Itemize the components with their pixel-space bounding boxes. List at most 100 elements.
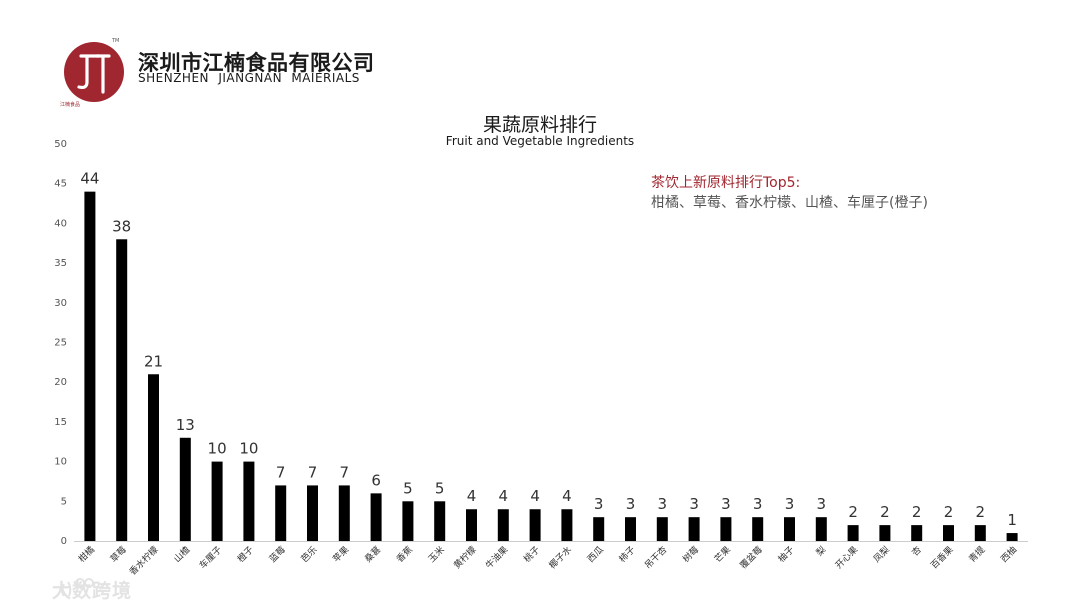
- bar: [466, 509, 477, 541]
- top5-note-heading: 茶饮上新原料排行Top5:: [651, 175, 801, 191]
- data-label: 4: [530, 487, 540, 505]
- x-tick-label: 桃子: [521, 544, 542, 565]
- bar: [275, 485, 287, 541]
- bar: [593, 517, 605, 541]
- x-tick-label: 黄柠檬: [451, 544, 479, 572]
- data-label: 13: [176, 416, 195, 434]
- x-tick-label: 青提: [966, 544, 987, 565]
- data-label: 3: [753, 495, 763, 513]
- bar: [847, 525, 859, 541]
- bar: [943, 525, 954, 541]
- bar: [752, 517, 764, 541]
- y-tick-label: 20: [54, 377, 67, 388]
- data-label: 44: [80, 170, 99, 188]
- bar: [561, 509, 573, 541]
- bar: [688, 517, 700, 541]
- bar: [434, 501, 446, 541]
- x-tick-label: 凤梨: [871, 544, 892, 565]
- bar: [179, 437, 191, 541]
- chart-subtitle: Fruit and Vegetable Ingredients: [445, 134, 635, 148]
- bar: [243, 461, 255, 541]
- x-tick-label: 蓝莓: [267, 544, 288, 565]
- data-label: 1: [1007, 511, 1017, 529]
- x-tick-label: 牛油果: [483, 544, 511, 572]
- x-tick-label: 西柚: [998, 544, 1019, 565]
- x-tick-label: 百香果: [929, 544, 956, 571]
- data-label: 7: [308, 463, 318, 481]
- data-label: 4: [562, 487, 572, 505]
- data-label: 5: [403, 479, 413, 497]
- x-tick-label: 开心果: [833, 544, 860, 571]
- x-tick-label: 柿子: [616, 544, 637, 565]
- bar: [84, 191, 96, 541]
- data-label: 2: [880, 503, 890, 521]
- y-tick-label: 35: [54, 258, 67, 269]
- y-tick-label: 45: [54, 179, 67, 190]
- data-label: 6: [371, 471, 381, 489]
- company-logo: [64, 42, 124, 102]
- data-label: 2: [912, 503, 922, 521]
- bar: [338, 485, 350, 541]
- y-tick-label: 50: [54, 139, 67, 150]
- x-tick-label: 芭乐: [298, 544, 319, 565]
- data-label: 21: [144, 352, 163, 370]
- data-label: 2: [848, 503, 858, 521]
- y-tick-label: 25: [54, 338, 67, 349]
- top5-note-body: 柑橘、草莓、香水柠檬、山楂、车厘子(橙子): [651, 195, 928, 211]
- bar: [656, 517, 668, 541]
- x-tick-label: 香水柠檬: [127, 544, 161, 578]
- bar: [148, 374, 159, 541]
- bar: [815, 517, 827, 541]
- x-tick-label: 车厘子: [197, 544, 225, 572]
- y-tick-label: 30: [54, 298, 67, 309]
- data-label: 5: [435, 479, 445, 497]
- logo-caption: 江楠食品: [60, 102, 81, 108]
- data-label: 7: [276, 463, 286, 481]
- bar: [370, 493, 382, 541]
- bar: [974, 525, 986, 541]
- x-tick-label: 杏: [909, 544, 924, 559]
- data-label: 10: [239, 440, 258, 458]
- data-label: 2: [944, 503, 954, 521]
- data-label: 2: [976, 503, 986, 521]
- data-label: 7: [340, 463, 350, 481]
- data-label: 3: [626, 495, 636, 513]
- x-tick-label: 树莓: [680, 544, 701, 565]
- x-tick-label: 香蕉: [394, 544, 415, 565]
- x-tick-label: 柑橘: [76, 544, 97, 565]
- x-tick-label: 覆盆莓: [737, 544, 765, 572]
- x-tick-label: 玉米: [426, 544, 447, 565]
- x-tick-label: 桑葚: [362, 544, 383, 565]
- logo-trademark: TM: [112, 38, 120, 44]
- watermark-logo-icon: [61, 578, 94, 597]
- data-label: 10: [208, 440, 227, 458]
- data-label: 4: [499, 487, 509, 505]
- data-label: 3: [658, 495, 668, 513]
- x-tick-label: 吊干杏: [642, 544, 670, 572]
- watermark-text: 大数跨境: [52, 580, 133, 602]
- bar: [402, 501, 414, 541]
- y-tick-label: 40: [54, 218, 67, 229]
- data-label: 3: [817, 495, 827, 513]
- data-label: 38: [112, 217, 131, 235]
- bar: [1006, 533, 1018, 541]
- x-tick-label: 橙子: [235, 544, 256, 565]
- bar: [307, 485, 318, 541]
- bar: [116, 239, 128, 541]
- x-tick-label: 椰子水: [546, 544, 574, 572]
- x-tick-label: 芒果: [712, 544, 733, 565]
- data-label: 3: [689, 495, 699, 513]
- x-tick-label: 草莓: [108, 544, 129, 565]
- bar: [211, 461, 223, 541]
- bar: [720, 517, 732, 541]
- bar: [879, 525, 891, 541]
- x-tick-label: 梨: [814, 544, 829, 559]
- bar: [911, 525, 923, 541]
- chart-title: 果蔬原料排行: [482, 114, 597, 136]
- data-label: 4: [467, 487, 477, 505]
- y-tick-label: 5: [61, 496, 67, 507]
- bar: [784, 517, 795, 541]
- x-tick-label: 苹果: [330, 544, 351, 565]
- y-tick-label: 15: [54, 417, 67, 428]
